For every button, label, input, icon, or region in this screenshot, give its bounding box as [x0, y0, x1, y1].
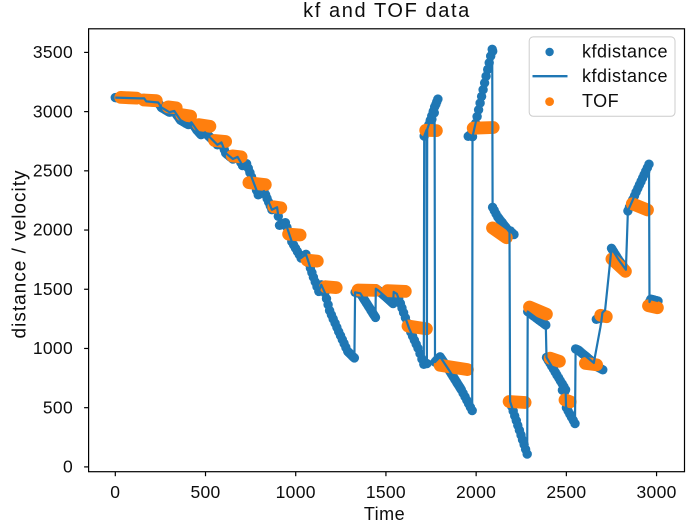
svg-text:distance / velocity: distance / velocity — [9, 170, 30, 339]
svg-text:1000: 1000 — [276, 482, 316, 502]
svg-text:1500: 1500 — [366, 482, 406, 502]
svg-text:kfdistance: kfdistance — [582, 66, 668, 86]
svg-text:500: 500 — [190, 482, 220, 502]
svg-text:kf and TOF data: kf and TOF data — [303, 0, 471, 22]
svg-text:500: 500 — [43, 397, 73, 417]
svg-text:2500: 2500 — [546, 482, 586, 502]
svg-text:kfdistance: kfdistance — [582, 42, 668, 62]
svg-text:3000: 3000 — [33, 101, 73, 121]
svg-text:TOF: TOF — [582, 91, 619, 111]
svg-text:1000: 1000 — [33, 338, 73, 358]
svg-text:Time: Time — [364, 504, 405, 524]
svg-text:3500: 3500 — [33, 42, 73, 62]
svg-text:2000: 2000 — [456, 482, 496, 502]
svg-text:2000: 2000 — [33, 220, 73, 240]
svg-text:3000: 3000 — [637, 482, 677, 502]
svg-text:0: 0 — [110, 482, 120, 502]
svg-text:1500: 1500 — [33, 279, 73, 299]
svg-text:2500: 2500 — [33, 161, 73, 181]
svg-text:0: 0 — [63, 457, 73, 477]
